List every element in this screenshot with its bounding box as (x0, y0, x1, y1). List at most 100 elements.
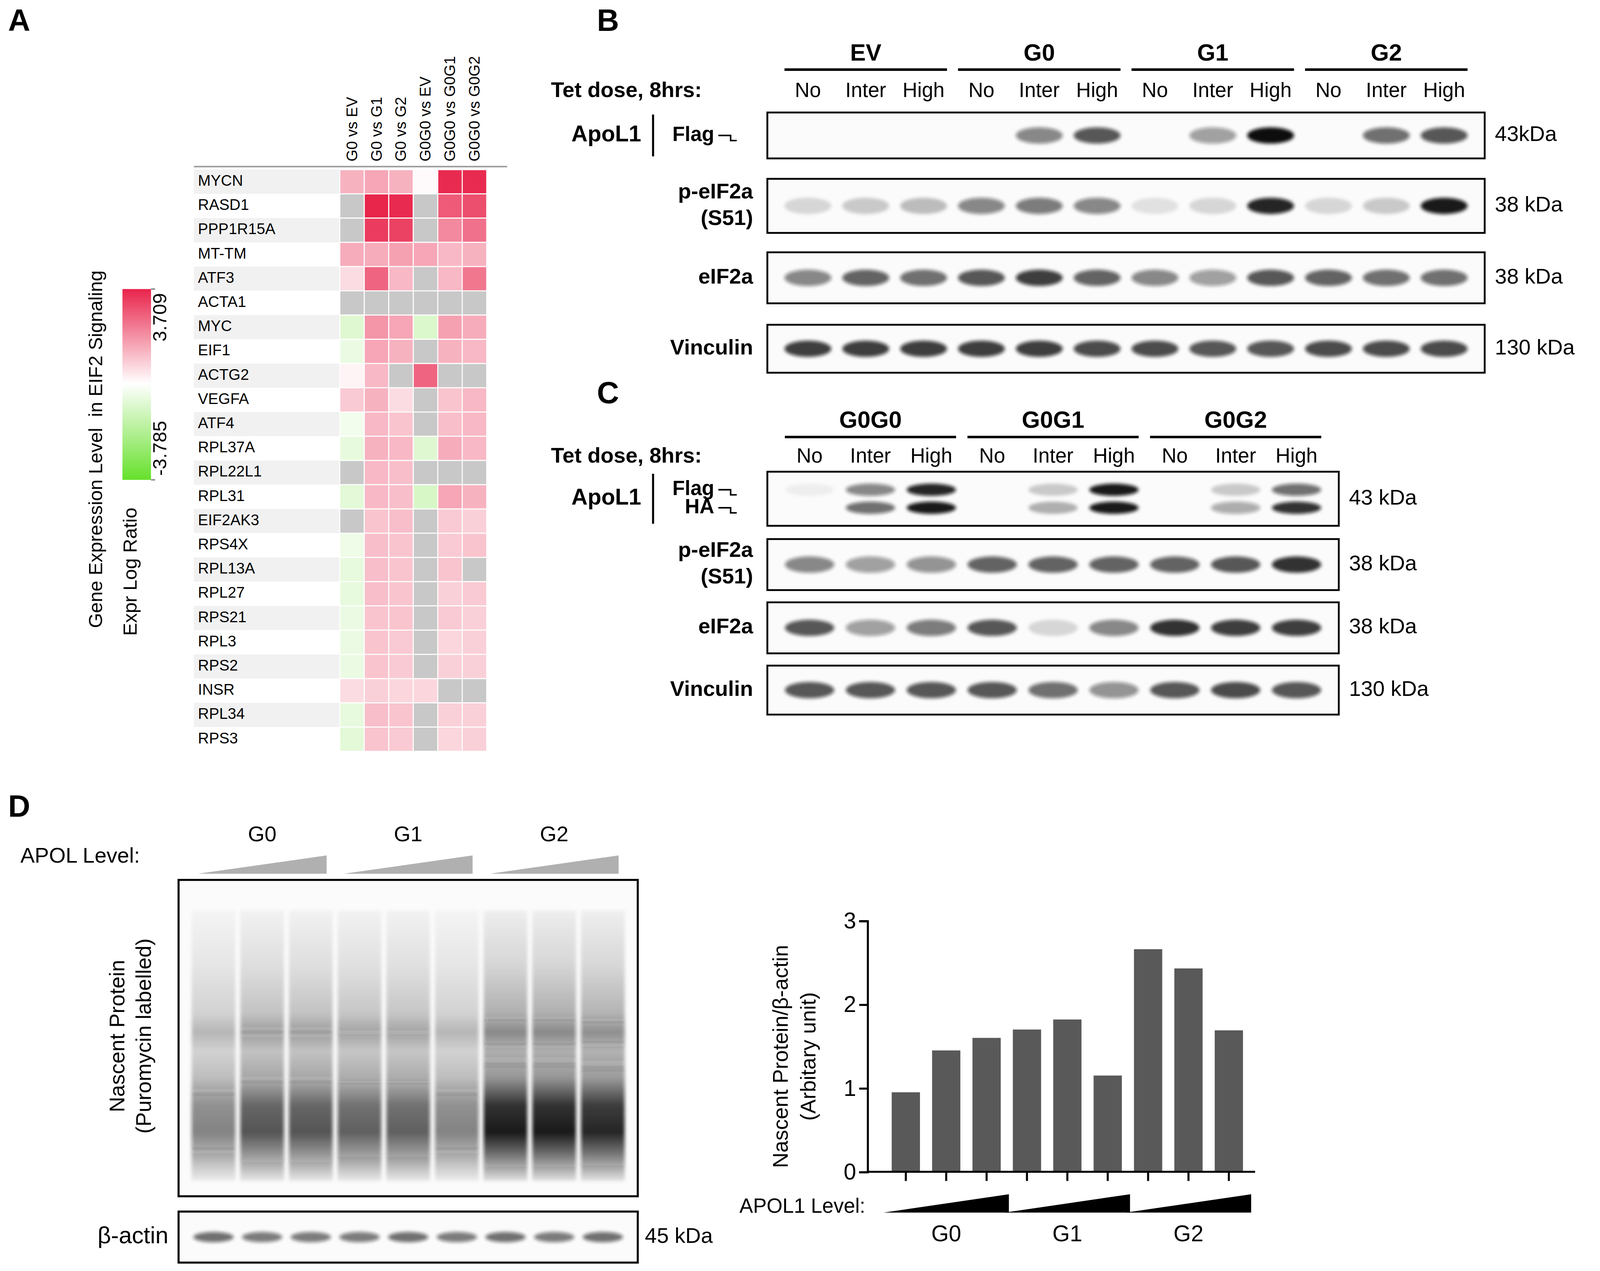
band-tag: HA (684, 494, 715, 518)
bands (784, 340, 1468, 357)
gene-label: EIF1 (198, 341, 231, 359)
bands (784, 619, 1322, 637)
heatmap-cell (437, 387, 463, 412)
row-background (194, 169, 340, 194)
colorbar-tick (150, 288, 155, 290)
panel-label: B (596, 3, 620, 38)
heatmap-cell (437, 460, 463, 485)
lane-label: Inter (1032, 443, 1074, 467)
bar-chart: 0123Nascent Protein/β-actin(Arbitary uni… (739, 908, 1256, 1246)
row-background (194, 533, 340, 558)
heatmap-cell (339, 363, 365, 388)
heatmap-cell (462, 290, 487, 315)
band (241, 1231, 283, 1242)
heatmap-cell (413, 484, 438, 509)
heatmap-cell (388, 436, 414, 461)
band (1362, 127, 1410, 144)
bar (1012, 1029, 1041, 1172)
gene-label: MYCN (198, 171, 244, 189)
heatmap-cell (339, 339, 365, 364)
column-label: G0G0 vs G0G2 (465, 55, 483, 162)
heatmap-cell (339, 533, 365, 558)
band (1211, 483, 1261, 496)
panel-label: C (596, 375, 620, 410)
heatmap-cell (364, 557, 389, 582)
heatmap-cell (437, 557, 463, 582)
band (1304, 269, 1352, 286)
heatmap-cell (364, 630, 389, 655)
band (1015, 127, 1063, 144)
band (845, 619, 896, 637)
band (1131, 340, 1179, 357)
smear-lane (240, 910, 285, 1181)
band (1304, 340, 1352, 357)
row-background (194, 508, 340, 534)
band (900, 340, 947, 357)
heatmap-cell (462, 169, 487, 194)
header-line (194, 165, 508, 168)
smear-lane (434, 910, 479, 1181)
heatmap-cell (339, 557, 365, 582)
tick: 1 (843, 1075, 868, 1101)
tick-mark (1066, 1171, 1069, 1181)
band (1304, 197, 1352, 214)
level-wedge (343, 855, 473, 874)
tick-label: 0 (843, 1159, 857, 1185)
band (784, 269, 832, 286)
band (842, 197, 890, 214)
band (533, 1231, 575, 1242)
heatmap-cell (413, 266, 438, 291)
heatmap-cell (364, 242, 389, 267)
heatmap-cell (364, 581, 389, 606)
heatmap-cell (339, 460, 365, 485)
band (900, 269, 947, 286)
lane-label: High (910, 443, 953, 467)
heatmap-cell (364, 194, 389, 219)
heatmap-cell (364, 460, 389, 485)
heatmap-cell (388, 218, 414, 243)
heatmap-cell (413, 508, 438, 534)
row-background (194, 218, 340, 243)
gene-label: RPL37A (198, 438, 256, 456)
label-bar (651, 114, 654, 157)
band (339, 1231, 380, 1242)
heatmap-cell (462, 387, 487, 412)
heatmap-cell (413, 727, 438, 752)
band (1073, 269, 1121, 286)
heatmap-cell (462, 266, 487, 291)
heatmap-cell (364, 508, 389, 534)
colorbar-tick (150, 479, 155, 481)
heatmap-cell (364, 363, 389, 388)
heatmap-cell (462, 654, 487, 679)
blot-frame (178, 1211, 638, 1263)
level-wedge (883, 1194, 1009, 1213)
heatmap-cell (364, 678, 389, 703)
row-background (194, 630, 340, 655)
band (900, 197, 947, 214)
band (1015, 197, 1063, 214)
band (1150, 619, 1200, 637)
tag-bracket (718, 489, 737, 495)
heatmap-cell (339, 727, 365, 752)
band (1073, 197, 1121, 214)
tick (905, 1171, 907, 1181)
heatmap-cell (437, 169, 463, 194)
lane-label: No (1315, 78, 1342, 102)
heatmap-cell (437, 508, 463, 534)
tick: 2 (843, 991, 868, 1017)
y-axis: 0123 (843, 908, 868, 1185)
band (1272, 619, 1322, 637)
level-wedge (1125, 1194, 1252, 1213)
band (906, 501, 956, 515)
heatmap-cell (339, 387, 365, 412)
gene-label: RPL22L1 (198, 462, 262, 480)
band (1131, 269, 1179, 286)
row-background (194, 654, 340, 679)
gene-label: MYC (198, 317, 233, 335)
heatmap-cell (413, 581, 438, 606)
x-axis (867, 1171, 1256, 1181)
heatmap-cell (462, 314, 487, 340)
colorbar-tick-label: -3.785 (148, 420, 171, 477)
bar (891, 1092, 920, 1172)
heatmap-cell (413, 387, 438, 412)
